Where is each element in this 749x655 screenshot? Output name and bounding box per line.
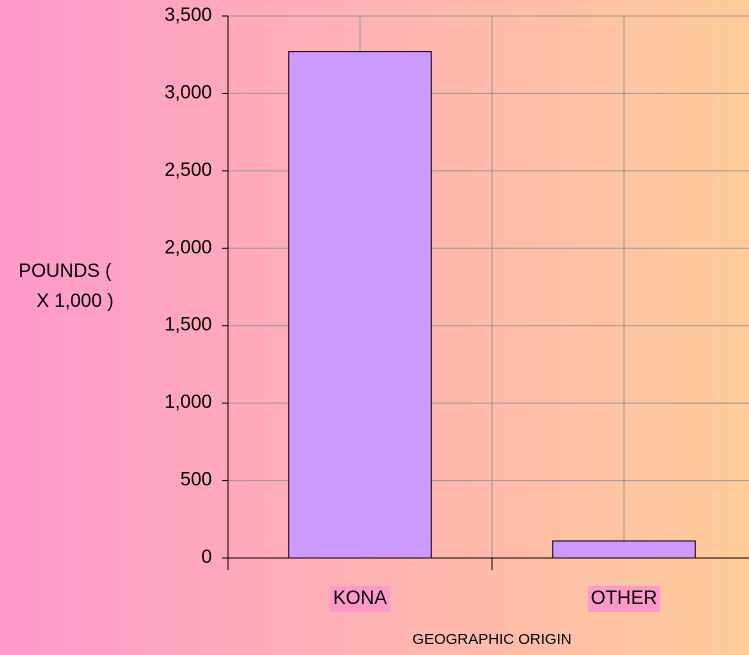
y-tick-label: 500 (180, 470, 212, 491)
x-tick-label: OTHER (591, 588, 658, 609)
bar (288, 51, 432, 559)
y-axis-label: POUNDS ( (19, 261, 113, 282)
y-tick-label: 2,000 (164, 237, 212, 258)
y-tick-label: 1,000 (164, 392, 212, 413)
x-tick-label: KONA (333, 588, 387, 609)
y-tick-label: 3,000 (164, 82, 212, 103)
y-tick-label: 3,500 (164, 5, 212, 26)
y-tick-label: 0 (201, 547, 212, 568)
x-tick-label-highlight (587, 586, 661, 612)
y-axis-label: X 1,000 ) (36, 291, 113, 312)
x-axis-label: GEOGRAPHIC ORIGIN (412, 631, 571, 648)
y-tick-label: 1,500 (164, 315, 212, 336)
x-tick-label-highlight (330, 586, 390, 612)
bar (552, 540, 696, 559)
y-tick-label: 2,500 (164, 160, 212, 181)
